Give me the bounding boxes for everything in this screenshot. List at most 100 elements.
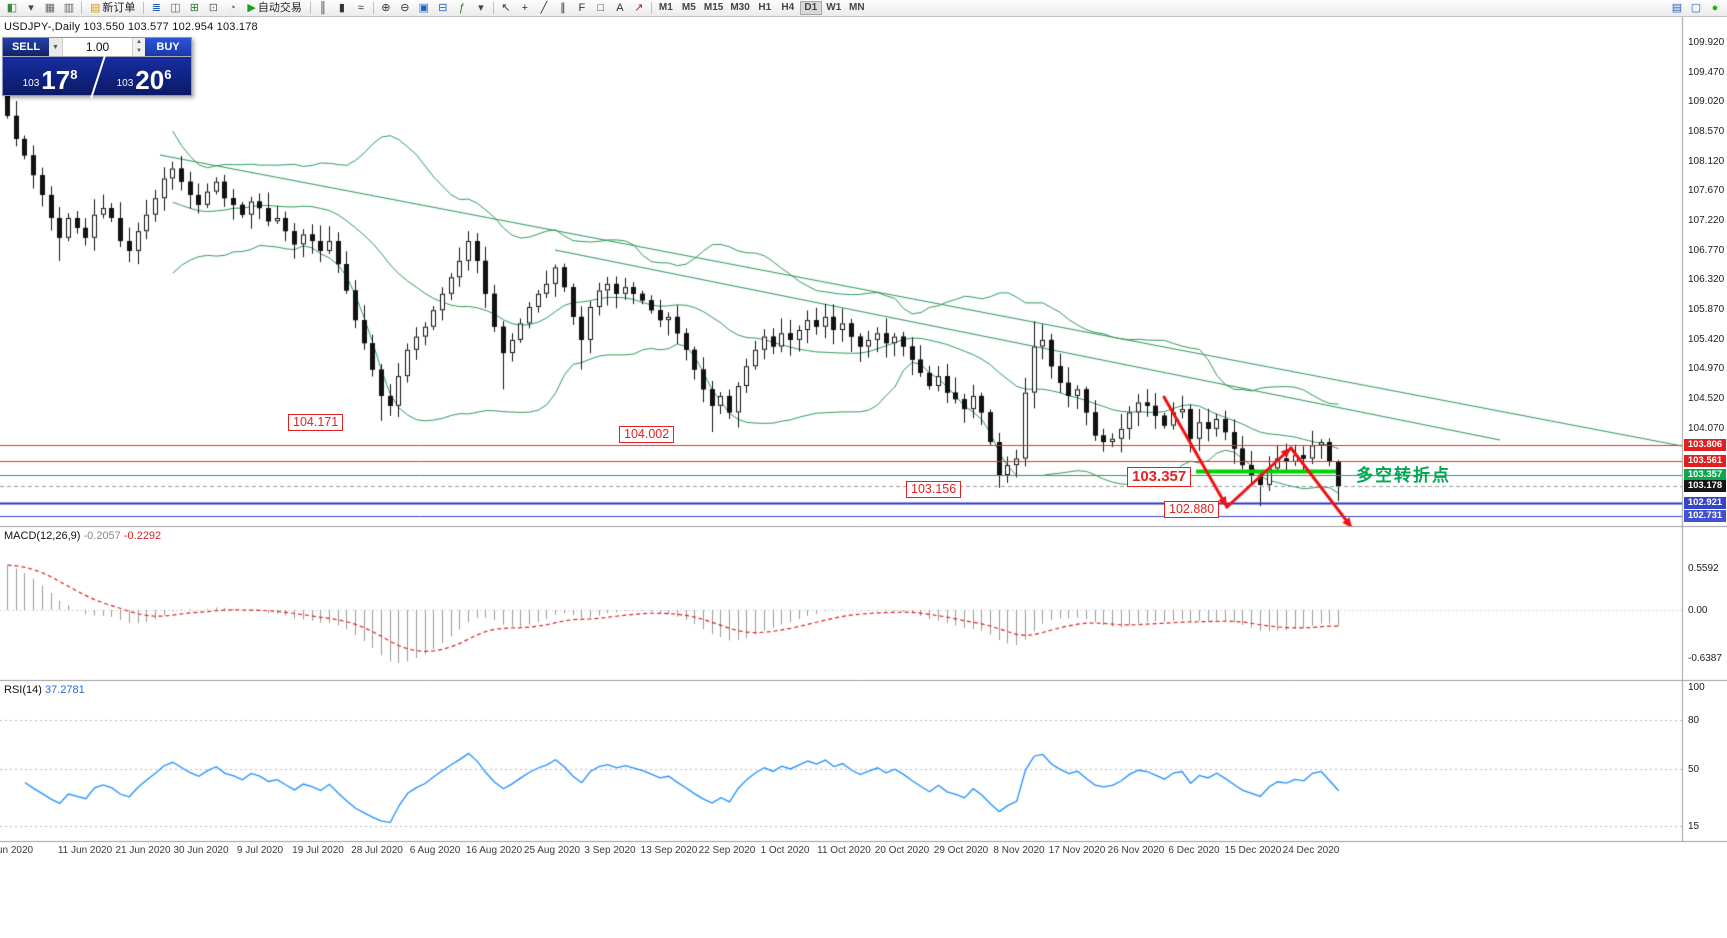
autotrading-button-label: 自动交易 bbox=[257, 2, 302, 14]
tile-windows-icon[interactable]: ▣ bbox=[415, 1, 433, 15]
autotrading-glyph: ▶ bbox=[247, 2, 256, 14]
channel-icon-glyph: ∥ bbox=[560, 2, 566, 14]
autotrading-button[interactable]: ▶ 自动交易 bbox=[242, 1, 306, 15]
price-callout-label[interactable]: 102.880 bbox=[1164, 501, 1220, 518]
date-tick-label: 20 Oct 2020 bbox=[874, 845, 930, 856]
new-order-button[interactable]: ▤ 新订单 bbox=[85, 1, 140, 15]
indicators-icon[interactable]: ƒ bbox=[453, 1, 471, 15]
turning-point-annotation[interactable]: 多空转折点 bbox=[1356, 466, 1451, 485]
terminal-icon-glyph: ⊡ bbox=[208, 2, 219, 14]
terminal-icon[interactable]: ⊡ bbox=[204, 1, 222, 15]
bar-chart-icon[interactable]: ║ bbox=[314, 1, 332, 15]
timeframe-mn[interactable]: MN bbox=[846, 1, 868, 15]
candlestick-chart-icon[interactable]: ▮ bbox=[333, 1, 351, 15]
fullscreen-icon[interactable]: ▢ bbox=[1687, 1, 1705, 15]
toolbar: ◧ ▾ ▦ ▥ ▤ 新订单 ≣ ◫ ⊞ ⊡ ◔ ▶ 自动交易 ║ ▮ ≈ ⊕ ⊖ ▣ ⊟ ƒ ▾ ↖ + ╱ ∥ F □ A ↗ M1 M5 M… bbox=[0, 0, 1727, 17]
auto-arrange-icon-glyph: ⊟ bbox=[438, 2, 448, 14]
crosshair-icon[interactable]: + bbox=[516, 1, 534, 15]
text-label-icon[interactable]: A bbox=[611, 1, 629, 15]
connection-status-icon[interactable]: ● bbox=[1706, 1, 1724, 15]
shapes-icon[interactable]: □ bbox=[592, 1, 610, 15]
timeframe-d1[interactable]: D1 bbox=[799, 1, 822, 15]
bar-chart-icon-glyph: ║ bbox=[318, 2, 327, 14]
profiles-icon-glyph: ▦ bbox=[44, 2, 56, 14]
toolbar-separator bbox=[372, 2, 374, 14]
data-window-icon[interactable]: ◫ bbox=[166, 1, 184, 15]
volume-stepper[interactable]: ▲ ▼ bbox=[132, 38, 145, 56]
buy-price-display[interactable]: 103 20 6 bbox=[97, 57, 191, 95]
timeframe-m5[interactable]: M5 bbox=[678, 1, 700, 15]
chart-shift-icon-glyph: ▥ bbox=[63, 2, 75, 14]
rsi-label: RSI(14) 37.2781 bbox=[4, 684, 85, 696]
auto-arrange-icon[interactable]: ⊟ bbox=[434, 1, 452, 15]
zoom-in-icon[interactable]: ⊕ bbox=[377, 1, 395, 15]
timeframe-h4[interactable]: H4 bbox=[777, 1, 799, 15]
date-tick-label: 26 Nov 2020 bbox=[1107, 845, 1165, 856]
chart-list-dropdown-icon-glyph: ▾ bbox=[28, 2, 34, 14]
buy-button[interactable]: BUY bbox=[145, 38, 191, 56]
cursor-icon-glyph: ↖ bbox=[501, 2, 511, 14]
price-badge: 103.178 bbox=[1684, 480, 1726, 493]
data-window-icon-glyph: ◫ bbox=[170, 2, 181, 14]
price-badge: 102.731 bbox=[1684, 509, 1726, 522]
one-click-trading-panel: SELL ▼ 1.00 ▲ ▼ BUY 103 17 8 103 20 6 bbox=[2, 37, 192, 99]
new-chart-icon-glyph: ◧ bbox=[6, 2, 18, 14]
arrow-objects-icon[interactable]: ↗ bbox=[630, 1, 648, 15]
sell-price-display[interactable]: 103 17 8 bbox=[3, 57, 97, 95]
timeframe-m1[interactable]: M1 bbox=[655, 1, 677, 15]
market-watch-icon[interactable]: ≣ bbox=[147, 1, 165, 15]
volume-input[interactable]: 1.00 bbox=[63, 38, 132, 56]
timeframe-w1[interactable]: W1 bbox=[823, 1, 845, 15]
chart-properties-icon[interactable]: ▤ bbox=[1668, 1, 1686, 15]
volume-down-icon[interactable]: ▼ bbox=[133, 47, 145, 56]
channel-icon[interactable]: ∥ bbox=[554, 1, 572, 15]
chart-properties-icon-glyph: ▤ bbox=[1671, 2, 1683, 14]
price-callout-label[interactable]: 104.171 bbox=[288, 414, 344, 431]
line-chart-icon-glyph: ≈ bbox=[357, 2, 364, 14]
date-tick-label: 13 Sep 2020 bbox=[640, 845, 698, 856]
sell-button[interactable]: SELL bbox=[3, 38, 49, 56]
indicators-dropdown-icon[interactable]: ▾ bbox=[472, 1, 490, 15]
date-tick-label: 3 Sep 2020 bbox=[584, 845, 636, 856]
profiles-icon[interactable]: ▦ bbox=[41, 1, 59, 15]
buy-price-sup: 6 bbox=[164, 67, 172, 82]
toolbar-separator bbox=[492, 2, 494, 14]
date-tick-label: 6 Dec 2020 bbox=[1168, 845, 1220, 856]
date-tick-label: 16 Aug 2020 bbox=[465, 845, 523, 856]
buy-price-prefix: 103 bbox=[116, 78, 134, 89]
timeframe-m15[interactable]: M15 bbox=[701, 1, 726, 15]
volume-up-icon[interactable]: ▲ bbox=[133, 38, 145, 47]
macd-label: MACD(12,26,9) -0.2057 -0.2292 bbox=[4, 530, 161, 542]
price-callout-label[interactable]: 103.357 bbox=[1127, 467, 1192, 487]
timeframe-m30[interactable]: M30 bbox=[727, 1, 752, 15]
fibonacci-icon[interactable]: F bbox=[573, 1, 591, 15]
timeframe-h1[interactable]: H1 bbox=[754, 1, 776, 15]
sell-price-prefix: 103 bbox=[22, 78, 40, 89]
sell-price-main: 17 bbox=[41, 65, 71, 95]
volume-dropdown-icon[interactable]: ▼ bbox=[49, 38, 63, 56]
cursor-icon[interactable]: ↖ bbox=[497, 1, 515, 15]
chart-list-dropdown-icon[interactable]: ▾ bbox=[22, 1, 40, 15]
new-chart-icon[interactable]: ◧ bbox=[3, 1, 21, 15]
price-callout-label[interactable]: 104.002 bbox=[619, 426, 675, 443]
trendline-icon[interactable]: ╱ bbox=[535, 1, 553, 15]
macd-value-main: -0.2057 bbox=[83, 530, 121, 542]
date-tick-label: 19 Jul 2020 bbox=[292, 845, 344, 856]
new-order-glyph: ▤ bbox=[90, 2, 101, 14]
chart-shift-icon[interactable]: ▥ bbox=[60, 1, 78, 15]
date-tick-label: 11 Oct 2020 bbox=[817, 845, 871, 856]
market-watch-icon-glyph: ≣ bbox=[151, 2, 162, 14]
zoom-out-icon[interactable]: ⊖ bbox=[396, 1, 414, 15]
shapes-icon-glyph: □ bbox=[597, 2, 605, 14]
date-tick-label: 21 Jun 2020 bbox=[115, 845, 171, 856]
fibonacci-icon-glyph: F bbox=[578, 2, 586, 14]
line-chart-icon[interactable]: ≈ bbox=[352, 1, 370, 15]
candlestick-chart-icon-glyph: ▮ bbox=[338, 2, 345, 14]
toolbar-separator bbox=[650, 2, 652, 14]
date-tick-label: 22 Sep 2020 bbox=[698, 845, 756, 856]
strategy-tester-icon[interactable]: ◔ bbox=[223, 1, 241, 15]
price-callout-label[interactable]: 103.156 bbox=[906, 481, 962, 498]
navigator-icon[interactable]: ⊞ bbox=[185, 1, 203, 15]
date-tick-label: 9 Jul 2020 bbox=[236, 845, 284, 856]
